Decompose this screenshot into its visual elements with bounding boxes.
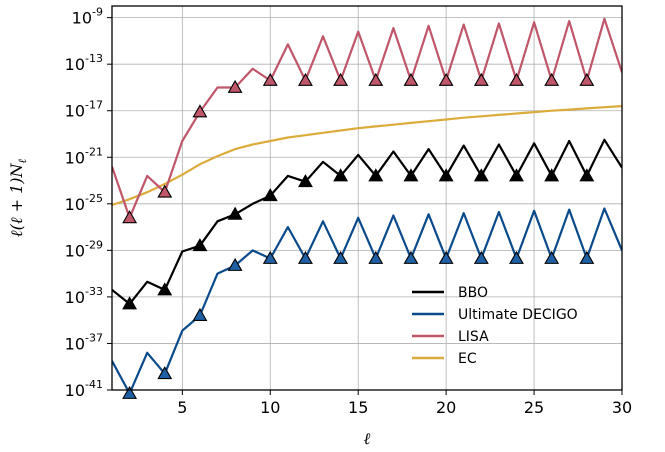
x-tick-label: 25 [524,398,544,417]
data-point-bbo [122,296,138,310]
y-axis-label-subscript: ℓ [16,159,29,164]
data-point-ultimate-decigo [579,250,595,264]
x-tick-label: 15 [348,398,368,417]
data-point-lisa [122,210,138,224]
data-point-bbo [438,168,454,182]
data-point-lisa [262,72,278,86]
series-layer [112,17,622,390]
data-point-lisa [473,72,489,86]
x-axis-label: ℓ [364,429,371,448]
legend: BBO Ultimate DECIGO LISA EC [412,285,578,367]
data-point-bbo [368,168,384,182]
y-tick-label: 10-37 [65,331,103,353]
y-tick-label: 10-29 [65,238,103,260]
data-point-bbo [544,168,560,182]
data-point-lisa [438,72,454,86]
x-tick-label: 5 [177,398,187,417]
series-line-ec [112,105,622,207]
data-point-lisa [368,72,384,86]
data-point-bbo [298,174,313,188]
plot-area [112,17,622,390]
series-line-lisa [112,17,622,219]
series-line-ultimate-decigo [112,207,622,390]
y-tick-label: 10-41 [65,378,103,400]
data-point-ultimate-decigo [509,250,524,264]
legend-label-lisa: LISA [458,329,489,345]
data-point-ultimate-decigo [157,366,173,380]
legend-label-ec: EC [458,351,477,367]
legend-label-ultimate-decigo: Ultimate DECIGO [458,307,578,323]
data-point-lisa [403,72,419,86]
data-point-ultimate-decigo [262,250,278,264]
data-point-bbo [579,168,595,182]
data-point-ultimate-decigo [368,250,384,264]
data-point-ultimate-decigo [438,250,454,264]
data-point-ultimate-decigo [227,257,243,271]
plot-frame [111,5,623,391]
data-point-lisa [544,72,560,86]
x-tick-label: 10 [260,398,280,417]
data-point-ultimate-decigo [192,307,208,321]
y-tick-label: 10-13 [65,52,103,74]
data-point-bbo [333,168,349,182]
y-tick-label: 10-21 [65,145,103,167]
y-tick-label: 10-33 [65,285,103,307]
y-axis-label-main: ℓ(ℓ + 1)N [7,163,26,238]
data-point-bbo [509,168,524,182]
data-point-lisa [298,72,313,86]
data-point-bbo [403,168,419,182]
data-point-lisa [227,79,243,93]
data-point-ultimate-decigo [298,250,313,264]
y-axis-label: ℓ(ℓ + 1)Nℓ [7,159,29,238]
data-point-ultimate-decigo [403,250,419,264]
data-point-bbo [192,238,208,252]
data-point-lisa [192,104,208,118]
data-point-bbo [157,282,173,296]
y-tick-label: 10-17 [65,99,103,121]
data-point-ultimate-decigo [473,250,489,264]
y-axis: 10-9 10-13 10-17 10-21 10-25 10-29 10-33 10-37 1… [65,6,112,400]
x-tick-label: 30 [612,398,632,417]
data-point-bbo [227,206,243,220]
y-tick-label: 10-9 [72,6,103,28]
data-point-lisa [333,72,349,86]
data-point-ultimate-decigo [122,385,138,399]
data-point-ultimate-decigo [544,250,560,264]
markers-layer [122,72,595,399]
data-point-bbo [473,168,489,182]
x-axis: 5 10 15 20 25 30 [177,390,632,417]
y-tick-label: 10-25 [65,192,103,214]
data-point-bbo [262,188,278,202]
series-line-bbo [112,138,622,305]
data-point-ultimate-decigo [333,250,349,264]
x-tick-label: 20 [436,398,456,417]
data-point-lisa [579,72,595,86]
legend-label-bbo: BBO [458,285,488,301]
data-point-lisa [509,72,524,86]
data-point-lisa [157,184,173,198]
